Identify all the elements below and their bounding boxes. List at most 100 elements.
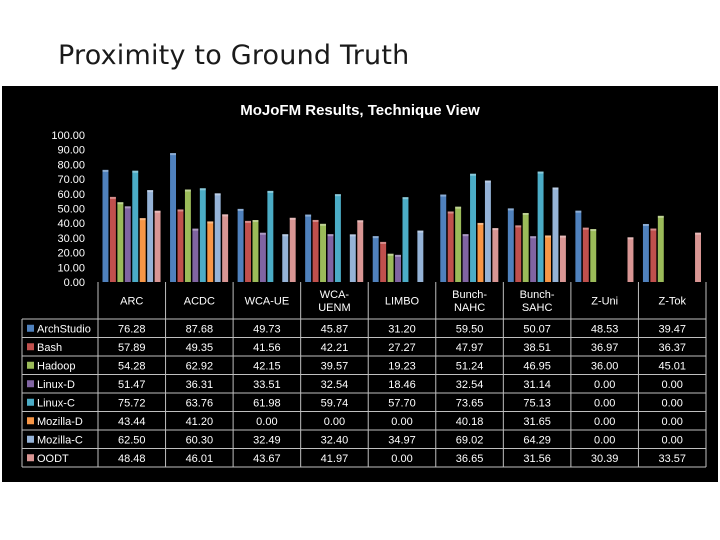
bar-highlight [305, 214, 312, 217]
data-label: 60.30 [186, 434, 214, 446]
data-label: 51.47 [118, 379, 146, 391]
legend-swatch-archstudio [27, 324, 34, 332]
legend-swatch-linux-d [27, 380, 34, 388]
category-label: Z-Tok [658, 296, 686, 308]
bar-archstudio-2 [237, 208, 244, 282]
y-tick-label: 50.00 [57, 204, 85, 216]
bar-hadoop-3 [320, 223, 326, 282]
data-label: 0.00 [256, 416, 277, 428]
y-tick-label: 0.00 [64, 277, 85, 289]
legend-swatch-hadoop [27, 361, 34, 369]
bar-highlight [627, 237, 634, 240]
bar-archstudio-1 [170, 153, 176, 282]
bar-mozilla-c-3 [349, 234, 356, 282]
data-label: 46.95 [523, 360, 551, 372]
bar-highlight [267, 190, 274, 193]
bar-highlight [552, 187, 559, 190]
data-label: 38.51 [523, 342, 551, 354]
bar-highlight [380, 241, 387, 244]
bar-mozilla-c-5 [484, 180, 491, 282]
bar-oodt-2 [289, 217, 296, 282]
legend-label: Mozilla-C [37, 434, 83, 446]
bar-highlight [507, 208, 514, 211]
bar-linux-d-5 [462, 234, 469, 282]
data-label: 62.50 [118, 434, 146, 446]
bar-highlight [537, 171, 544, 174]
data-label: 19.23 [388, 360, 416, 372]
bar-bash-3 [312, 219, 319, 282]
bar-oodt-6 [559, 235, 566, 282]
data-label: 41.97 [321, 453, 349, 465]
data-label: 48.53 [591, 323, 619, 335]
legend-label: Hadoop [37, 360, 76, 372]
legend-label: Bash [37, 342, 62, 354]
category-label: ARC [120, 296, 143, 308]
bar-highlight [312, 219, 319, 222]
data-label: 34.97 [388, 434, 416, 446]
data-label: 33.57 [658, 453, 686, 465]
bar-oodt-7 [627, 237, 634, 282]
data-label: 40.18 [456, 416, 484, 428]
bar-bash-0 [109, 196, 116, 282]
data-label: 75.72 [118, 397, 146, 409]
data-label: 47.97 [456, 342, 484, 354]
data-label: 32.54 [456, 379, 484, 391]
bar-linux-d-4 [395, 254, 401, 282]
bar-highlight [245, 220, 251, 223]
data-label: 45.87 [321, 323, 349, 335]
data-label: 0.00 [662, 379, 683, 391]
data-label: 49.73 [253, 323, 281, 335]
data-label: 0.00 [594, 397, 615, 409]
y-axis: 0.00 10.00 20.00 30.00 40.00 50.00 60.00 70.00 8… [51, 130, 85, 289]
bar-bash-5 [447, 211, 454, 282]
bars [102, 153, 701, 282]
bar-mozilla-d-6 [545, 235, 551, 282]
data-label: 42.21 [321, 342, 349, 354]
data-label: 69.02 [456, 434, 484, 446]
data-label: 0.00 [662, 434, 683, 446]
data-label: 33.51 [253, 379, 281, 391]
y-tick-label: 30.00 [57, 233, 85, 245]
data-label: 0.00 [594, 379, 615, 391]
bar-highlight [289, 217, 296, 220]
category-label: UENM [318, 302, 350, 314]
bar-linux-c-4 [402, 197, 409, 282]
bar-mozilla-c-4 [417, 230, 424, 282]
bar-highlight [650, 228, 657, 231]
bar-linux-d-1 [192, 228, 199, 282]
bar-highlight [199, 188, 206, 191]
category-label: ACDC [184, 296, 215, 308]
bar-highlight [237, 208, 244, 211]
data-label: 36.65 [456, 453, 484, 465]
bar-mozilla-c-6 [552, 187, 559, 282]
data-label: 61.98 [253, 397, 281, 409]
data-label: 36.97 [591, 342, 619, 354]
bar-highlight [455, 206, 462, 209]
bar-highlight [327, 234, 334, 237]
y-tick-label: 100.00 [51, 130, 85, 142]
data-label: 75.13 [523, 397, 551, 409]
bar-mozilla-c-0 [147, 190, 154, 282]
category-label: NAHC [454, 302, 485, 314]
data-label: 36.37 [658, 342, 686, 354]
bar-bash-7 [582, 227, 589, 282]
data-label: 59.74 [321, 397, 349, 409]
data-label: 0.00 [662, 416, 683, 428]
data-label: 62.92 [186, 360, 214, 372]
bar-oodt-1 [222, 214, 229, 282]
data-table: ARC ACDC WCA-UEWCA-UENMLIMBOBunch-NAHCBunc… [21, 282, 707, 468]
bar-highlight [590, 229, 597, 232]
bar-highlight [357, 220, 364, 223]
bar-highlight [184, 189, 191, 192]
bar-highlight [154, 210, 161, 213]
bar-highlight [642, 223, 649, 226]
bar-linux-d-6 [530, 236, 537, 282]
bar-highlight [582, 227, 589, 230]
data-label: 36.31 [186, 379, 214, 391]
legend-label: Linux-D [37, 379, 75, 391]
bar-linux-c-5 [470, 173, 476, 282]
data-label: 49.35 [186, 342, 214, 354]
bar-bash-4 [380, 241, 387, 282]
bar-highlight [177, 209, 184, 212]
bar-highlight [124, 206, 131, 209]
